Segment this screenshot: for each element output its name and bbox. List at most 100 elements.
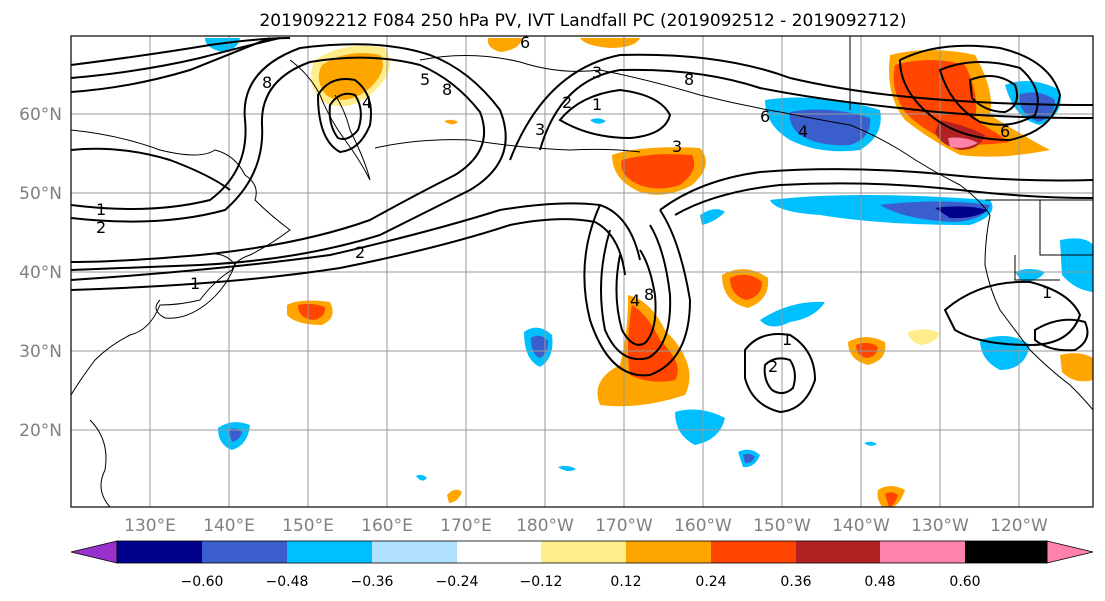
shade-positive-small-445 [444,119,458,125]
contour-mid-1 [558,88,672,140]
lat-label: 20°N [19,421,62,441]
shade-positive-top-b [580,38,640,48]
colorbar-tick-label: 0.24 [695,574,726,590]
shade-negative-coast-max [935,206,988,219]
contour-label: 1 [190,274,200,293]
coastline-philippines [89,419,111,507]
contour-subtrop-2 [763,357,796,394]
contour-gyre-ne-3 [968,75,1018,114]
colorbar-extend-high [1046,540,1094,564]
colorbar-swatch [965,541,1047,563]
contour-ridge-1 [71,202,641,281]
shade-positive-small-450 [447,489,462,503]
shade-positive-bering-mid [318,52,383,100]
contour-mexico-2 [1034,318,1089,352]
ivt-pc-shading [205,38,1093,507]
figure-title: 2019092212 F084 250 hPa PV, IVT Landfall… [259,11,906,31]
lon-label: 120°W [990,516,1048,536]
colorbar-swatch [457,541,541,563]
coastline-japan [155,253,236,319]
shade-positive-mexico [1060,353,1093,382]
contour-label: 1 [1042,283,1052,302]
lon-label: 150°E [282,516,334,536]
colorbar-tick-label: −0.24 [436,574,479,590]
contour-label: 2 [355,243,365,262]
contour-mid-2 [539,68,1093,151]
contour-label: 2 [562,93,572,112]
shade-positive-135w [908,329,940,345]
lon-label: 130°W [911,516,969,536]
colorbar-frame [116,540,1048,564]
contour-trough-1 [71,43,507,271]
coastline-na-west [984,214,1093,411]
contour-low-ring-1 [316,78,372,154]
shade-negative-small-418 [416,474,427,481]
colorbar-tick-label: −0.48 [266,574,309,590]
colorbar-tick-label: −0.60 [181,574,224,590]
contour-low-ring-2 [328,92,362,140]
colorbar-tick-label: −0.12 [520,574,563,590]
coastline-asia [71,129,291,396]
colorbar-tick-label: −0.36 [351,574,394,590]
contour-nw-thin [71,147,231,191]
shade-negative-180-strong [531,335,548,358]
contour-ridge-2 [71,218,626,291]
lat-label: 60°N [19,105,62,125]
colorbar-tick-label: 0.36 [780,574,811,590]
colorbar-swatch [202,541,287,563]
lon-label: 160°W [674,516,732,536]
colorbar-swatch [711,541,796,563]
shade-positive-top-a [487,38,522,52]
contour-east-2 [674,182,1093,216]
shade-positive-155w-strong [730,274,762,300]
contour-label: 4 [798,122,808,141]
colorbar-swatch [796,541,880,563]
longitude-labels: 130°E 140°E 150°E 160°E 170°E 180°W 170°… [124,516,1048,536]
contour-label: 6 [520,33,530,52]
contour-label: 3 [672,137,682,156]
shade-negative-small-870 [864,441,877,446]
contour-mexico-1 [943,280,1082,347]
colorbar-tick-label: 0.60 [949,574,980,590]
contour-label: 1 [96,200,106,219]
lon-label: 150°W [753,516,811,536]
colorbar-tick-label: 0.12 [610,574,641,590]
shade-negative-165w [700,209,725,225]
colorbar-extend-low [70,540,118,564]
contour-label: 2 [768,357,778,376]
lon-label: 140°W [832,516,890,536]
border-us-states [1014,200,1093,281]
shade-positive-cutoff-strong [627,305,678,382]
lat-label: 30°N [19,342,62,362]
contour-subtrop-1 [744,333,817,414]
lat-label: 50°N [19,184,62,204]
shade-negative-usa [1060,238,1093,292]
coastline-alaska [419,54,991,216]
lon-label: 160°E [361,516,413,536]
colorbar: −0.60 −0.48 −0.36 −0.24 −0.12 0.12 0.24 … [70,540,1094,590]
contour-east-1 [659,168,1093,211]
map-frame [70,35,1094,508]
latitude-labels: 60°N 50°N 40°N 30°N 20°N [19,105,62,441]
contour-cutoff-outer [583,204,692,377]
shade-positive-gulf-strong [621,154,695,189]
lon-label: 170°W [595,516,653,536]
contour-label: 4 [362,93,372,112]
contour-label: 3 [592,63,602,82]
contour-cutoff-inner [615,249,657,346]
contour-label: 2 [96,218,106,237]
shade-negative-160w [760,301,825,327]
contour-label: 1 [782,330,792,349]
contour-trough-2 [71,56,486,263]
contour-label: 8 [262,73,272,92]
colorbar-swatch [372,541,457,563]
contour-gyre-ne-1 [898,44,1062,142]
contour-gyre-ne-2 [938,61,1039,126]
contour-labels: 6 8 4 5 8 3 2 1 3 8 6 4 6 1 2 2 1 4 8 1 [96,33,1052,376]
contour-label: 3 [535,120,545,139]
colorbar-swatch [541,541,626,563]
contour-label: 1 [592,95,602,114]
contour-label: 5 [420,70,430,89]
shade-negative-hawaii [675,409,725,445]
